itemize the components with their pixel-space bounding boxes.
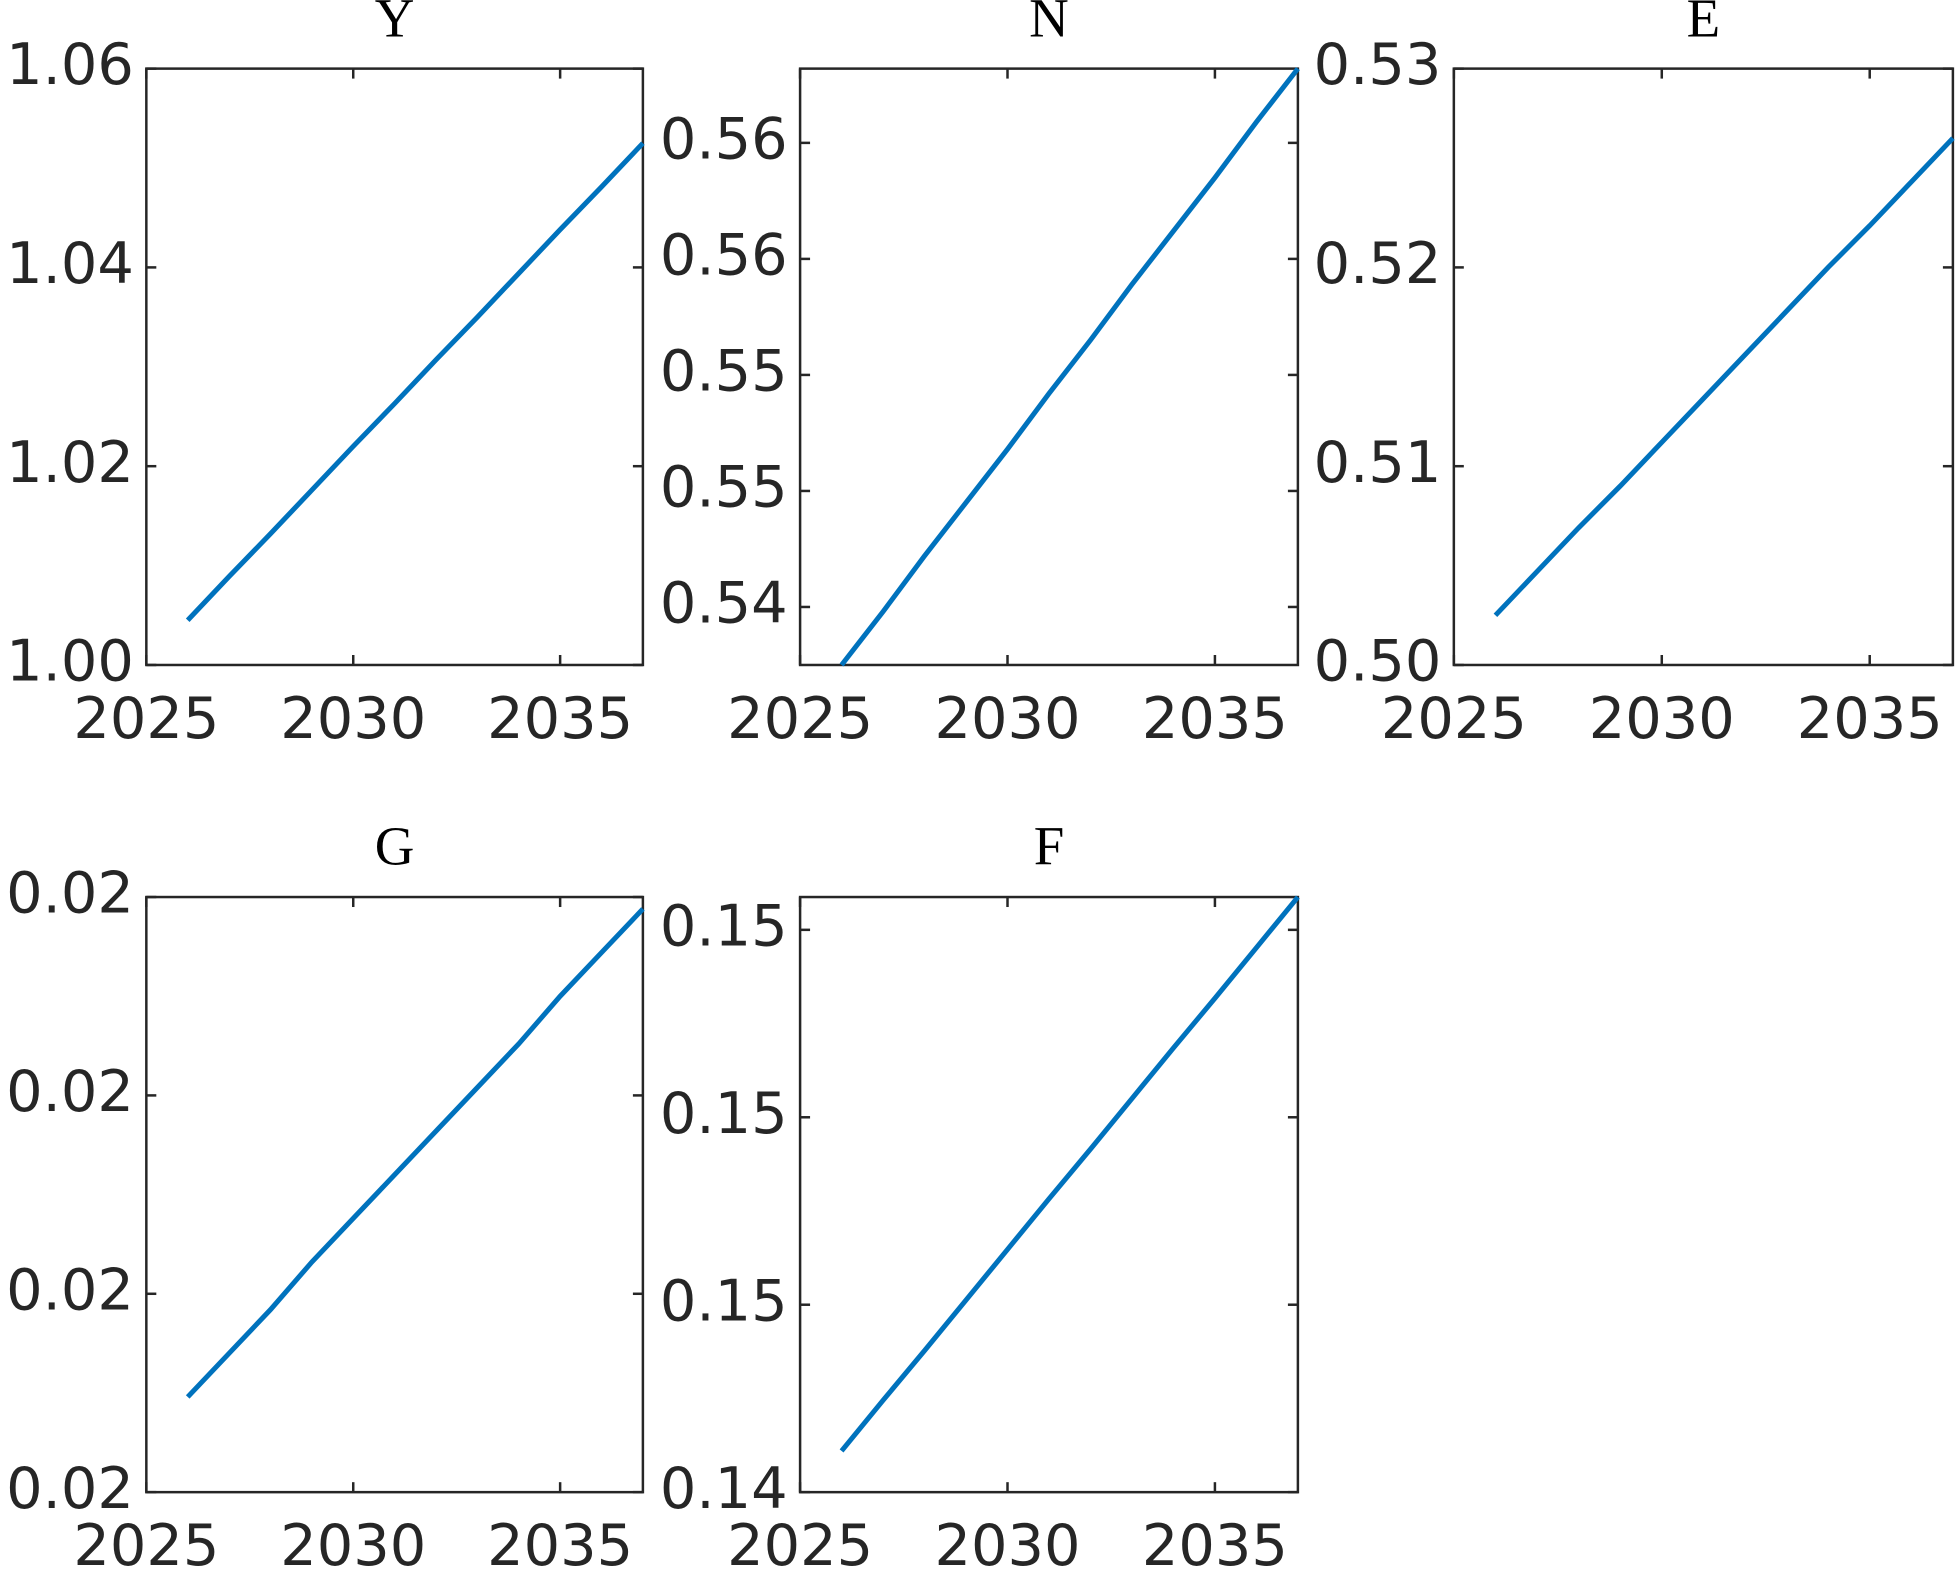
y-tick-label: 0.56 (660, 105, 788, 172)
y-tick-label: 1.02 (6, 429, 134, 496)
x-tick-label: 2025 (1381, 685, 1527, 752)
data-line (839, 67, 1300, 667)
plot-area (145, 67, 645, 667)
y-tick-label: 0.15 (660, 1267, 788, 1334)
y-tick-label: 0.56 (660, 222, 788, 289)
y-tick-label: 0.14 (660, 1455, 788, 1522)
y-tick-label: 0.53 (1314, 31, 1442, 98)
y-tick-label: 0.54 (660, 570, 788, 637)
chart-title: E (1687, 0, 1721, 48)
x-tick-label: 2035 (1797, 685, 1943, 752)
y-tick-label: 0.55 (660, 338, 788, 405)
x-tick-label: 2030 (934, 1512, 1080, 1572)
y-tick-label: 0.02 (6, 1455, 134, 1522)
y-tick-label: 1.06 (6, 31, 134, 98)
chart-title: N (1029, 0, 1069, 48)
y-tick-label: 0.02 (6, 1256, 134, 1323)
data-line (1493, 136, 1955, 618)
data-line (185, 141, 645, 622)
y-tick-label: 1.04 (6, 230, 134, 297)
data-line (185, 907, 645, 1399)
y-tick-label: 0.50 (1314, 628, 1442, 695)
y-tick-label: 1.00 (6, 628, 134, 695)
y-tick-label: 0.15 (660, 892, 788, 959)
data-line (839, 895, 1300, 1453)
x-tick-label: 2030 (1589, 685, 1735, 752)
y-tick-label: 0.55 (660, 454, 788, 521)
chart-title: G (375, 816, 415, 877)
plot-area (1452, 67, 1955, 667)
chart-title: F (1034, 816, 1065, 877)
plot-area (798, 67, 1300, 667)
y-tick-label: 0.15 (660, 1080, 788, 1147)
y-tick-label: 0.02 (6, 1058, 134, 1125)
y-tick-label: 0.51 (1314, 429, 1442, 496)
x-tick-label: 2035 (1142, 685, 1288, 752)
x-tick-label: 2030 (280, 1512, 426, 1572)
x-tick-label: 2035 (487, 685, 633, 752)
chart-title: Y (375, 0, 415, 48)
y-tick-label: 0.52 (1314, 230, 1442, 297)
x-tick-label: 2025 (727, 685, 873, 752)
x-tick-label: 2030 (934, 685, 1080, 752)
x-tick-label: 2035 (487, 1512, 633, 1572)
x-tick-label: 2035 (1142, 1512, 1288, 1572)
x-tick-label: 2025 (727, 1512, 873, 1572)
x-tick-label: 2030 (280, 685, 426, 752)
x-tick-label: 2025 (73, 685, 219, 752)
y-tick-label: 0.02 (6, 860, 134, 927)
x-tick-label: 2025 (73, 1512, 219, 1572)
